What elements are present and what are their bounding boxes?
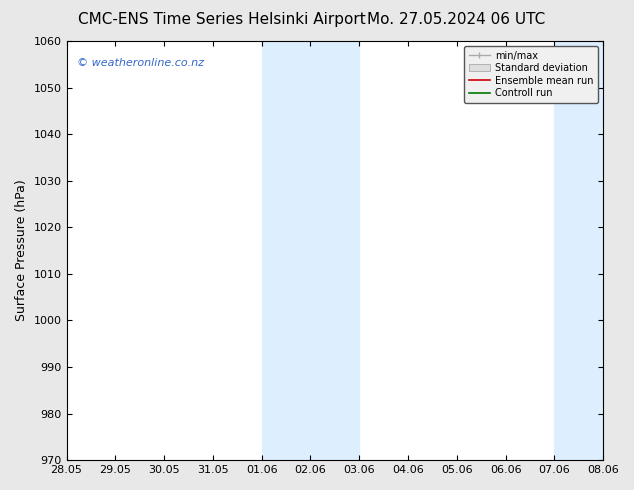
Text: CMC-ENS Time Series Helsinki Airport: CMC-ENS Time Series Helsinki Airport — [78, 12, 366, 27]
Bar — [262, 41, 359, 460]
Text: Mo. 27.05.2024 06 UTC: Mo. 27.05.2024 06 UTC — [367, 12, 546, 27]
Bar — [554, 41, 603, 460]
Legend: min/max, Standard deviation, Ensemble mean run, Controll run: min/max, Standard deviation, Ensemble me… — [464, 46, 598, 103]
Y-axis label: Surface Pressure (hPa): Surface Pressure (hPa) — [15, 180, 28, 321]
Text: © weatheronline.co.nz: © weatheronline.co.nz — [77, 58, 204, 68]
